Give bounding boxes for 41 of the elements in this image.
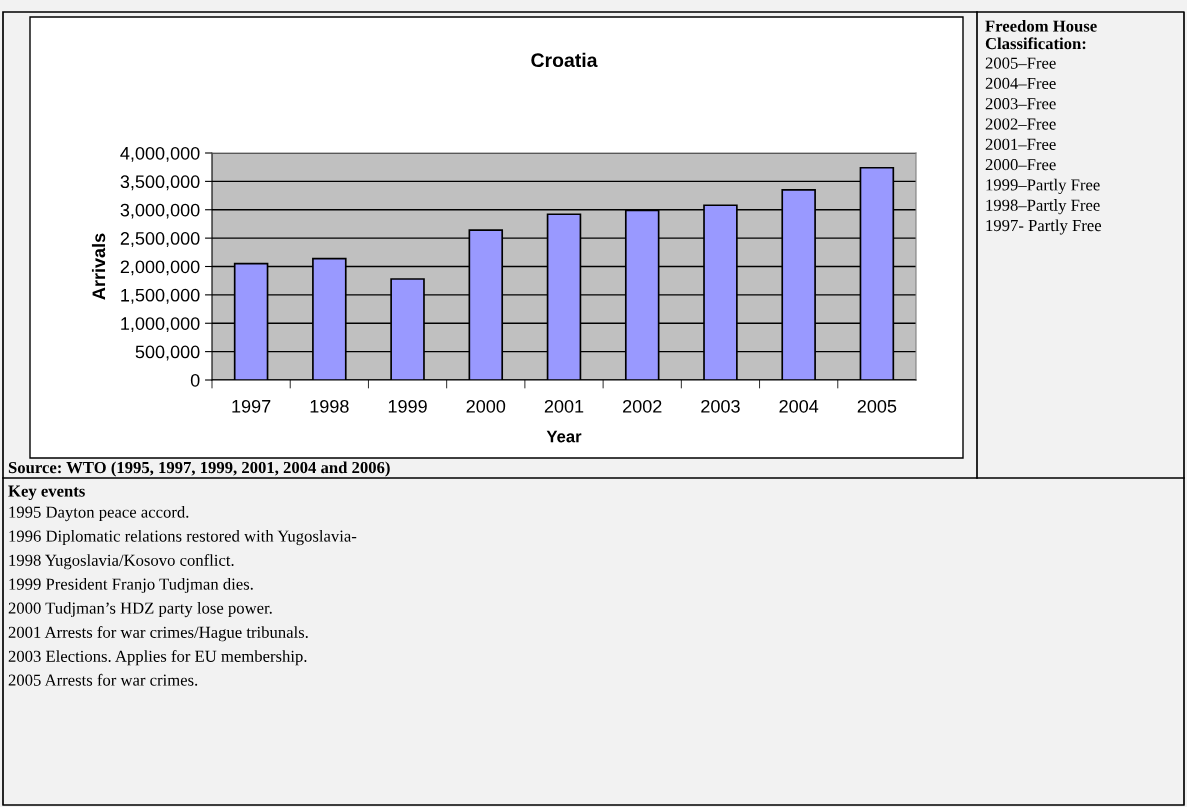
text: 2000 Tudjman’s HDZ party lose power.: [8, 602, 272, 618]
text: 2004–Free: [985, 77, 1056, 90]
text: 1998 Yugoslavia/Kosovo conflict.: [9, 554, 234, 570]
y-tick-label: 3,500,000: [120, 175, 200, 191]
text: 2000–Free: [985, 158, 1056, 171]
source-note: Source: WTO (1995, 1997, 1999, 2001, 2004 and 2006): [8, 461, 390, 477]
x-tick-label: 2002: [623, 399, 662, 413]
chart-title: Croatia: [531, 52, 598, 68]
x-tick-label: 2005: [857, 399, 897, 413]
y-tick-label: 1,000,000: [121, 317, 200, 333]
y-tick-label: 3,000,000: [120, 203, 200, 219]
y-tick-label: 4,000,000: [120, 146, 200, 162]
text: 1995 Dayton peace accord.: [9, 506, 189, 522]
x-axis-title: Year: [546, 430, 582, 443]
text: 2002–Free: [985, 118, 1056, 130]
text: Key events: [8, 485, 85, 501]
x-tick-label: 1999: [388, 399, 427, 413]
x-tick-label: 2004: [779, 399, 819, 413]
text: 1996 Diplomatic relations restored with Yugoslavia-: [9, 530, 357, 546]
text: 2003–Free: [985, 98, 1056, 110]
text: 2001–Free: [985, 138, 1056, 150]
text: Freedom House Classification:: [985, 20, 1097, 50]
text: 1997- Partly Free: [986, 219, 1102, 235]
x-tick-label: 2000: [466, 399, 506, 413]
text: 2005–Free: [985, 57, 1056, 69]
text: 2005 Arrests for war crimes.: [8, 673, 198, 686]
x-tick-label: 2003: [701, 399, 740, 413]
text: 1998–Partly Free: [986, 199, 1100, 215]
x-tick-label: 1997: [232, 399, 271, 413]
x-tick-label: 1998: [310, 399, 349, 413]
text: 2001 Arrests for war crimes/Hague tribunals.: [8, 626, 308, 642]
y-tick-label: 2,000,000: [120, 260, 200, 276]
y-axis-title: Arrivals: [91, 233, 106, 300]
y-tick-label: 1,500,000: [121, 288, 200, 304]
x-tick-label: 2001: [544, 399, 584, 413]
y-tick-label: 0: [190, 373, 200, 387]
text: 2003 Elections. Applies for EU membership.: [8, 650, 307, 666]
text: 1999 President Franjo Tudjman dies.: [9, 578, 253, 594]
text: 1999–Partly Free: [986, 178, 1100, 194]
y-tick-label: 500,000: [135, 345, 200, 361]
y-tick-label: 2,500,000: [120, 232, 200, 247]
